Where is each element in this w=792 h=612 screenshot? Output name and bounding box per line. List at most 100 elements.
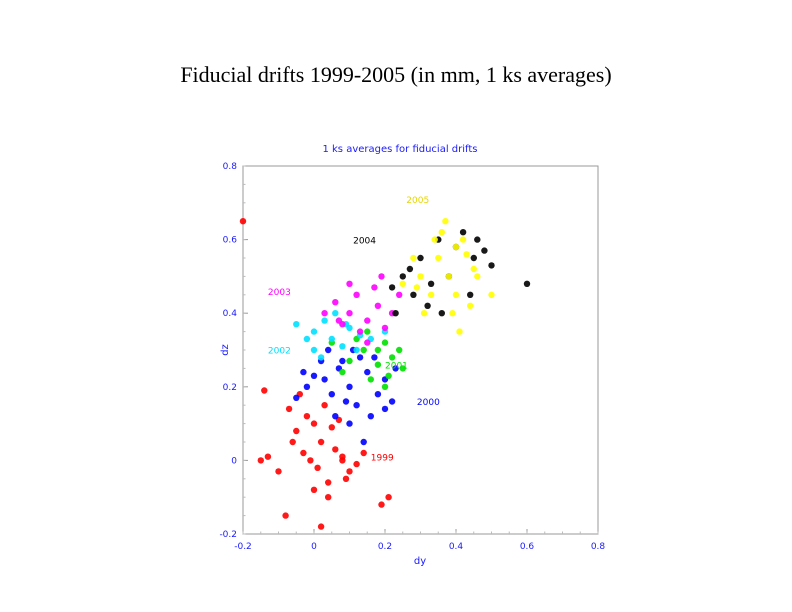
x-tick-label: 0.2 bbox=[378, 542, 392, 552]
data-point bbox=[523, 280, 531, 287]
data-point bbox=[467, 291, 474, 298]
data-point bbox=[353, 460, 360, 468]
data-point bbox=[381, 339, 389, 346]
data-point bbox=[303, 383, 311, 390]
series-label-2003: 2003 bbox=[268, 288, 291, 298]
data-point bbox=[360, 449, 367, 457]
data-point bbox=[325, 479, 332, 486]
data-point bbox=[413, 284, 421, 291]
data-point bbox=[452, 291, 460, 298]
data-point bbox=[488, 262, 495, 269]
data-point bbox=[399, 280, 406, 287]
data-point bbox=[470, 254, 477, 262]
data-point bbox=[417, 273, 424, 280]
data-point bbox=[339, 453, 346, 460]
data-point bbox=[332, 299, 339, 306]
data-point bbox=[346, 468, 353, 475]
data-point bbox=[289, 438, 296, 446]
data-point bbox=[317, 438, 325, 446]
y-tick-label: 0.2 bbox=[223, 383, 237, 393]
data-point bbox=[356, 354, 364, 361]
x-tick-label: 0 bbox=[311, 542, 317, 552]
data-point bbox=[346, 383, 353, 390]
data-point bbox=[257, 457, 264, 464]
data-point bbox=[381, 324, 389, 332]
data-point bbox=[474, 236, 481, 243]
y-axis-label: dz bbox=[220, 344, 231, 356]
data-point bbox=[317, 354, 325, 361]
data-point bbox=[321, 317, 328, 324]
data-point bbox=[410, 291, 417, 298]
plot-title: 1 ks averages for fiducial drifts bbox=[322, 144, 477, 155]
data-point bbox=[314, 464, 321, 471]
data-point bbox=[261, 387, 268, 394]
data-point bbox=[381, 405, 389, 413]
data-point bbox=[374, 346, 382, 354]
data-point bbox=[317, 523, 325, 530]
data-point bbox=[463, 251, 470, 258]
data-point bbox=[239, 218, 247, 225]
data-point bbox=[374, 391, 382, 398]
data-point bbox=[378, 273, 385, 280]
series-2003 bbox=[321, 273, 403, 346]
data-point bbox=[264, 453, 272, 460]
data-point bbox=[399, 365, 406, 372]
slide-title: Fiducial drifts 1999-2005 (in mm, 1 ks a… bbox=[180, 62, 612, 87]
data-point bbox=[346, 280, 353, 287]
data-point bbox=[410, 254, 417, 262]
data-point bbox=[435, 254, 442, 262]
data-point bbox=[406, 265, 414, 273]
data-point bbox=[332, 310, 339, 317]
data-point bbox=[346, 310, 353, 317]
data-point bbox=[378, 501, 385, 508]
y-tick-label: 0 bbox=[231, 456, 237, 466]
data-point bbox=[303, 413, 311, 420]
data-point bbox=[310, 328, 318, 335]
data-point bbox=[321, 310, 328, 317]
data-point bbox=[445, 273, 453, 280]
data-point bbox=[371, 354, 378, 361]
series-2004 bbox=[388, 229, 531, 317]
data-point bbox=[442, 218, 449, 225]
data-point bbox=[381, 383, 389, 390]
data-point bbox=[474, 273, 481, 280]
data-point bbox=[328, 391, 335, 398]
data-point bbox=[360, 438, 367, 446]
data-point bbox=[438, 310, 445, 317]
data-point bbox=[285, 405, 293, 413]
data-point bbox=[321, 402, 328, 409]
data-point bbox=[388, 284, 396, 291]
data-point bbox=[360, 346, 367, 354]
data-point bbox=[392, 310, 399, 317]
x-tick-label: 0.6 bbox=[520, 542, 535, 552]
data-point bbox=[328, 335, 335, 343]
data-point bbox=[367, 376, 374, 383]
series-label-2001: 2001 bbox=[385, 361, 408, 371]
data-point bbox=[420, 310, 428, 317]
data-point bbox=[325, 494, 332, 501]
data-point bbox=[385, 494, 392, 501]
series-2005 bbox=[399, 218, 495, 335]
data-point bbox=[470, 265, 477, 273]
data-point bbox=[371, 284, 378, 291]
data-point bbox=[339, 368, 346, 376]
data-point bbox=[339, 343, 346, 350]
data-point bbox=[356, 328, 364, 335]
data-point bbox=[328, 424, 335, 431]
data-point bbox=[300, 449, 307, 457]
data-point bbox=[488, 291, 495, 298]
data-point bbox=[427, 280, 435, 287]
data-point bbox=[310, 372, 318, 379]
data-point bbox=[293, 427, 300, 435]
plot-frame bbox=[242, 165, 599, 535]
data-point bbox=[307, 457, 314, 464]
data-point bbox=[353, 346, 360, 354]
data-point bbox=[346, 420, 353, 427]
x-tick-label: 0.4 bbox=[449, 542, 464, 552]
data-point bbox=[374, 302, 382, 309]
data-point bbox=[424, 302, 431, 309]
series-label-2000: 2000 bbox=[417, 398, 440, 408]
data-point bbox=[310, 486, 318, 493]
data-point bbox=[332, 413, 339, 420]
